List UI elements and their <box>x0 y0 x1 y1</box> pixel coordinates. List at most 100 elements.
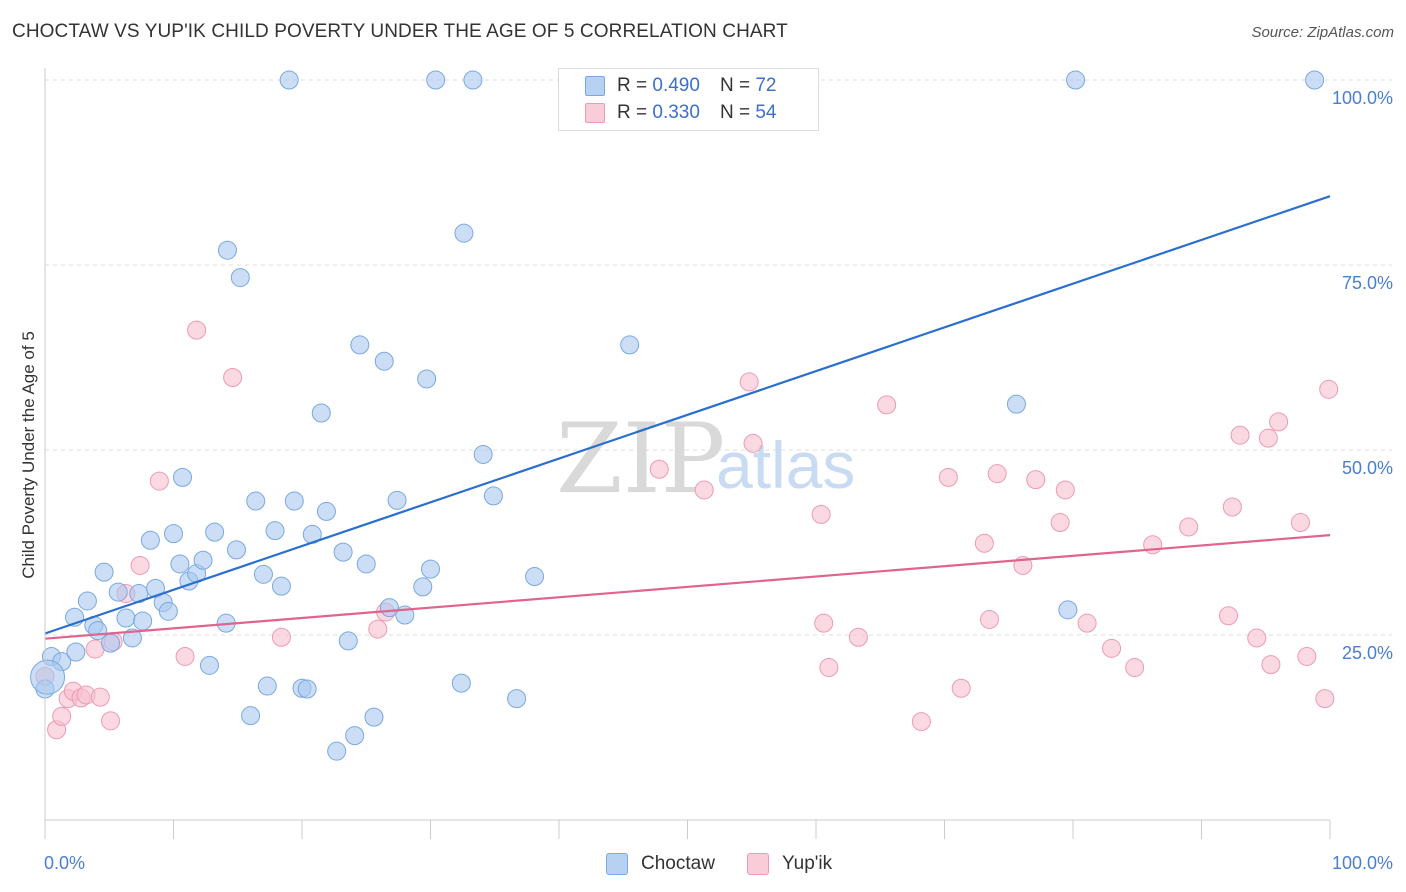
choctaw-trendline <box>44 195 1331 635</box>
yupik-point <box>1297 646 1317 666</box>
legend: R = 0.490 N = 72 R = 0.330 N = 54 <box>558 68 819 131</box>
yupik-point <box>819 658 839 678</box>
yupik-point <box>1247 628 1267 648</box>
choctaw-point <box>426 70 446 90</box>
yupik-point <box>743 433 763 453</box>
bottom-legend-label-choctaw: Choctaw <box>641 853 715 874</box>
yupik-point <box>1026 470 1046 490</box>
legend-n-label: N = <box>719 75 751 96</box>
bottom-legend-yupik: Yup'ik <box>747 852 832 876</box>
choctaw-point <box>108 582 128 602</box>
choctaw-point <box>333 542 353 562</box>
choctaw-point <box>170 554 190 574</box>
bottom-legend-label-yupik: Yup'ik <box>782 853 833 874</box>
choctaw-point <box>77 591 97 611</box>
yupik-point <box>848 627 868 647</box>
yupik-point <box>130 555 150 575</box>
yupik-point <box>1055 480 1075 500</box>
choctaw-point-series <box>30 70 1325 761</box>
yupik-point <box>979 609 999 629</box>
yupik-point <box>811 504 831 524</box>
choctaw-point <box>356 554 376 574</box>
yupik-point-series <box>35 320 1339 740</box>
choctaw-point <box>246 491 266 511</box>
legend-n-value-choctaw: 72 <box>755 75 777 96</box>
yupik-point <box>911 712 931 732</box>
choctaw-point <box>620 335 640 355</box>
yupik-point <box>987 464 1007 484</box>
yupik-point <box>938 467 958 487</box>
choctaw-point <box>454 223 474 243</box>
choctaw-point <box>338 631 358 651</box>
choctaw-point <box>116 608 136 628</box>
choctaw-point <box>279 70 299 90</box>
yupik-point <box>694 480 714 500</box>
watermark-zip: ZIP <box>556 403 725 515</box>
legend-swatch-choctaw <box>585 76 605 96</box>
yupik-point <box>1269 412 1289 432</box>
x-tick-label-min: 0.0% <box>44 853 85 873</box>
yupik-point <box>1218 606 1238 626</box>
choctaw-point <box>374 351 394 371</box>
choctaw-point <box>193 550 213 570</box>
choctaw-point <box>417 369 437 389</box>
yupik-point <box>1230 425 1250 445</box>
choctaw-point <box>140 530 160 550</box>
x-tick-label-max: 100.0% <box>1332 853 1393 873</box>
choctaw-point <box>199 655 219 675</box>
bottom-legend-swatch-choctaw <box>606 853 628 875</box>
yupik-point <box>149 471 169 491</box>
choctaw-point <box>387 490 407 510</box>
yupik-point <box>1077 613 1097 633</box>
choctaw-point <box>525 567 545 587</box>
yupik-point <box>1319 379 1339 399</box>
legend-r-value-choctaw: 0.490 <box>652 75 700 96</box>
choctaw-point <box>350 335 370 355</box>
legend-swatch-yupik <box>585 103 605 123</box>
yupik-point <box>1222 497 1242 517</box>
legend-n-label: N = <box>719 102 751 123</box>
choctaw-point <box>172 467 192 487</box>
choctaw-point <box>507 689 527 709</box>
yupik-point <box>90 687 110 707</box>
yupik-point <box>368 619 388 639</box>
choctaw-point <box>164 524 183 544</box>
yupik-point <box>974 533 994 553</box>
yupik-point <box>101 711 121 731</box>
choctaw-point <box>1006 394 1026 414</box>
choctaw-point <box>1066 70 1086 90</box>
yupik-point <box>271 627 291 647</box>
yupik-point <box>175 646 195 666</box>
choctaw-point <box>327 741 347 761</box>
axes <box>44 68 1331 839</box>
choctaw-point <box>66 642 86 662</box>
trendlines <box>44 195 1331 640</box>
yupik-point <box>739 372 759 392</box>
choctaw-point <box>158 601 178 621</box>
choctaw-point <box>473 444 493 464</box>
legend-r-value-yupik: 0.330 <box>652 102 700 123</box>
grid: 25.0% 50.0% 75.0% 100.0% <box>45 79 1393 663</box>
yupik-point <box>187 320 207 340</box>
source-label: Source: ZipAtlas.com <box>1251 24 1394 41</box>
choctaw-point <box>297 679 317 699</box>
legend-n-value-yupik: 54 <box>755 102 777 123</box>
yupik-trendline <box>44 534 1331 640</box>
choctaw-point <box>253 564 273 584</box>
choctaw-point <box>483 486 503 506</box>
watermark-atlas: atlas <box>716 428 855 502</box>
choctaw-point <box>463 70 483 90</box>
yupik-point <box>649 459 669 479</box>
yupik-point <box>877 395 897 415</box>
choctaw-point <box>265 521 285 541</box>
legend-r-label: R = <box>617 75 648 96</box>
choctaw-point <box>101 633 121 653</box>
choctaw-point <box>30 659 66 695</box>
choctaw-point <box>241 706 261 726</box>
yupik-point <box>1050 513 1070 533</box>
choctaw-point <box>94 562 114 582</box>
chart-title: CHOCTAW VS YUP'IK CHILD POVERTY UNDER TH… <box>12 21 788 42</box>
choctaw-point <box>413 577 433 597</box>
y-tick-label-25: 25.0% <box>1342 643 1393 663</box>
